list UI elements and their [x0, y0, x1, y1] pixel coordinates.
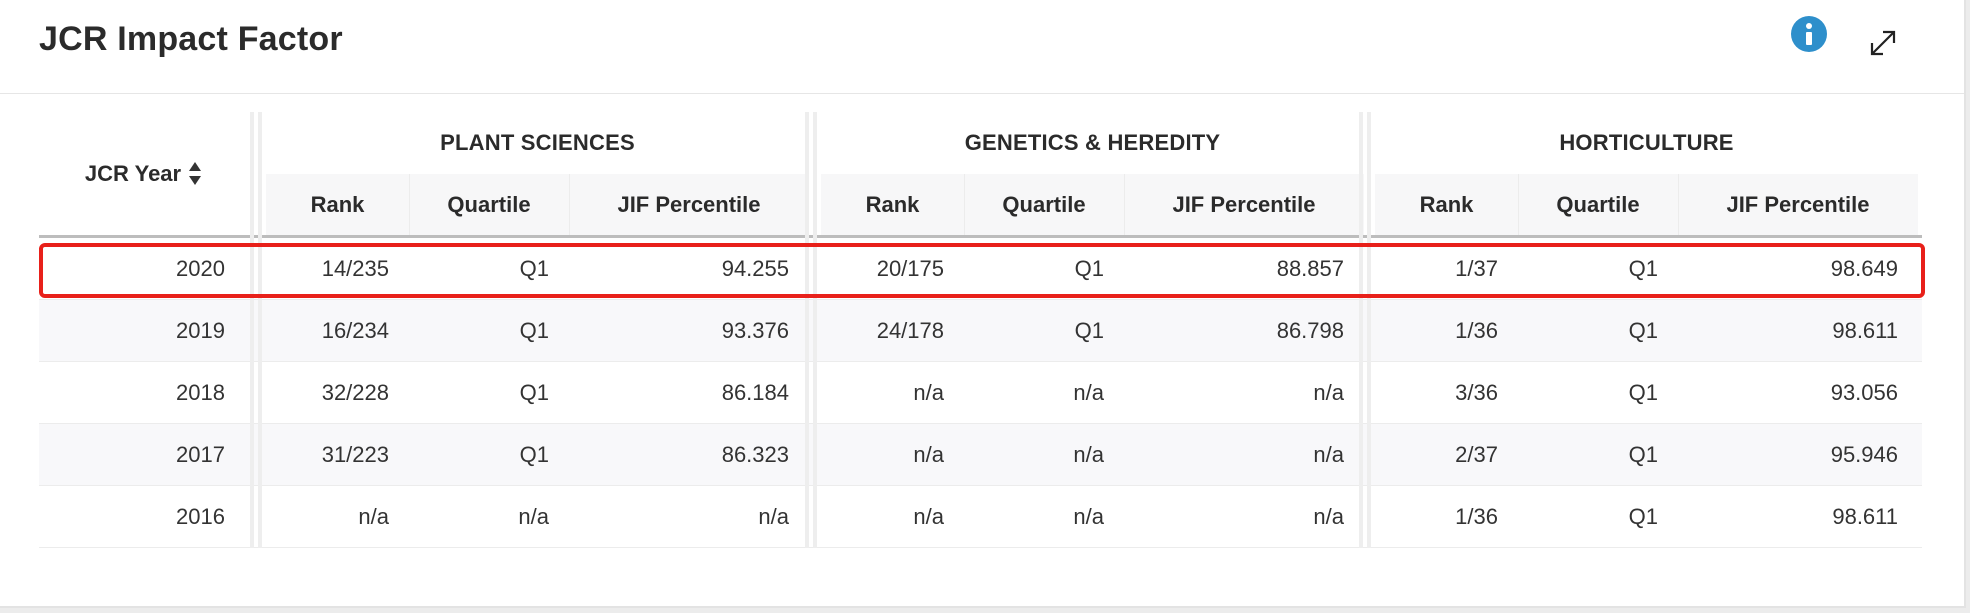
rank-cell: n/a [358, 504, 389, 529]
column-header-rank: Rank [266, 174, 409, 235]
column-header-jif-percentile: JIF Percentile [1678, 174, 1918, 235]
year-cell: 2018 [176, 380, 225, 405]
jif-percentile-cell: 93.056 [1830, 380, 1898, 405]
year-cell: 2017 [176, 442, 225, 467]
panel-title: JCR Impact Factor [39, 20, 343, 58]
column-divider [409, 174, 410, 235]
table-row: 2017 31/223 Q1 86.323 n/a n/a n/a 2/37 Q1 95.946 [39, 424, 1922, 486]
year-cell: 2020 [176, 256, 225, 281]
quartile-cell: n/a [1073, 442, 1104, 467]
rank-cell: 1/36 [1455, 504, 1498, 529]
jif-percentile-cell: 88.857 [1276, 256, 1344, 281]
quartile-cell: Q1 [1628, 318, 1658, 343]
info-icon[interactable] [1791, 16, 1827, 52]
quartile-cell: n/a [518, 504, 549, 529]
group-header-genetics-heredity: GENETICS & HEREDITY [964, 130, 1221, 155]
jif-percentile-cell: 95.946 [1830, 442, 1898, 467]
quartile-cell: Q1 [519, 256, 549, 281]
group-divider [258, 112, 262, 548]
rank-cell: 3/36 [1455, 380, 1498, 405]
sort-icon[interactable] [189, 159, 202, 189]
info-icon-bar [1806, 32, 1812, 45]
column-header-quartile: Quartile [1518, 174, 1678, 235]
quartile-cell: n/a [1073, 504, 1104, 529]
quartile-cell: Q1 [1628, 504, 1658, 529]
column-header-rank: Rank [821, 174, 964, 235]
jif-percentile-cell: 98.649 [1830, 256, 1898, 281]
jif-percentile-cell: 98.611 [1832, 318, 1898, 343]
quartile-cell: Q1 [519, 318, 549, 343]
group-header-plant-sciences: PLANT SCIENCES [440, 130, 635, 155]
info-icon-dot [1806, 23, 1812, 29]
jif-percentile-cell: 94.255 [721, 256, 789, 281]
jif-percentile-cell: 98.611 [1832, 504, 1898, 529]
jif-percentile-cell: 86.798 [1276, 318, 1344, 343]
header-divider [39, 235, 1922, 238]
group-divider [250, 112, 254, 548]
column-header-jif-percentile: JIF Percentile [569, 174, 809, 235]
column-divider [569, 174, 570, 235]
jif-percentile-cell: 86.184 [721, 380, 789, 405]
group-divider [1367, 112, 1371, 548]
rank-cell: 16/234 [321, 318, 389, 343]
column-divider [1678, 174, 1679, 235]
rank-cell: 1/37 [1455, 256, 1498, 281]
year-cell: 2019 [176, 318, 225, 343]
column-header-jif-percentile: JIF Percentile [1124, 174, 1364, 235]
column-header-quartile: Quartile [409, 174, 569, 235]
rank-cell: n/a [913, 380, 944, 405]
table-row: 2016 n/a n/a n/a n/a n/a n/a 1/36 Q1 98.611 [39, 486, 1922, 548]
jcr-year-header[interactable]: JCR Year [39, 112, 247, 235]
quartile-cell: Q1 [1628, 256, 1658, 281]
rank-cell: 14/235 [321, 256, 389, 281]
rank-cell: 31/223 [321, 442, 389, 467]
column-divider [1124, 174, 1125, 235]
jif-percentile-cell: 86.323 [721, 442, 789, 467]
panel-header: JCR Impact Factor [0, 0, 1964, 94]
column-header-rank: Rank [1375, 174, 1518, 235]
rank-cell: 32/228 [321, 380, 389, 405]
quartile-cell: Q1 [1628, 442, 1658, 467]
jif-percentile-cell: n/a [1313, 504, 1344, 529]
rank-cell: 1/36 [1455, 318, 1498, 343]
quartile-cell: Q1 [1628, 380, 1658, 405]
quartile-cell: n/a [1073, 380, 1104, 405]
group-divider [1359, 112, 1363, 548]
table-row: 2018 32/228 Q1 86.184 n/a n/a n/a 3/36 Q1 93.056 [39, 362, 1922, 424]
group-divider [805, 112, 809, 548]
quartile-cell: Q1 [1074, 256, 1104, 281]
jif-percentile-cell: 93.376 [721, 318, 789, 343]
table-row: 2019 16/234 Q1 93.376 24/178 Q1 86.798 1/36 Q1 98… [39, 300, 1922, 362]
jcr-table: JCR Year PLANT SCIENCES Rank Quartile JIF P… [39, 112, 1922, 548]
group-header-horticulture: HORTICULTURE [1559, 130, 1734, 155]
rank-cell: 20/175 [876, 256, 944, 281]
jif-percentile-cell: n/a [1313, 380, 1344, 405]
year-cell: 2016 [176, 504, 225, 529]
group-divider [813, 112, 817, 548]
column-header-quartile: Quartile [964, 174, 1124, 235]
rank-cell: n/a [913, 504, 944, 529]
quartile-cell: Q1 [519, 380, 549, 405]
rank-cell: 24/178 [876, 318, 944, 343]
rank-cell: 2/37 [1455, 442, 1498, 467]
jif-percentile-cell: n/a [1313, 442, 1344, 467]
column-divider [964, 174, 965, 235]
quartile-cell: Q1 [1074, 318, 1104, 343]
rank-cell: n/a [913, 442, 944, 467]
column-divider [1518, 174, 1519, 235]
jif-percentile-cell: n/a [758, 504, 789, 529]
expand-icon[interactable] [1866, 26, 1900, 60]
table-row: 2020 14/235 Q1 94.255 20/175 Q1 88.857 1/37 Q1 98… [39, 238, 1922, 300]
quartile-cell: Q1 [519, 442, 549, 467]
jcr-year-label: JCR Year [84, 160, 182, 186]
